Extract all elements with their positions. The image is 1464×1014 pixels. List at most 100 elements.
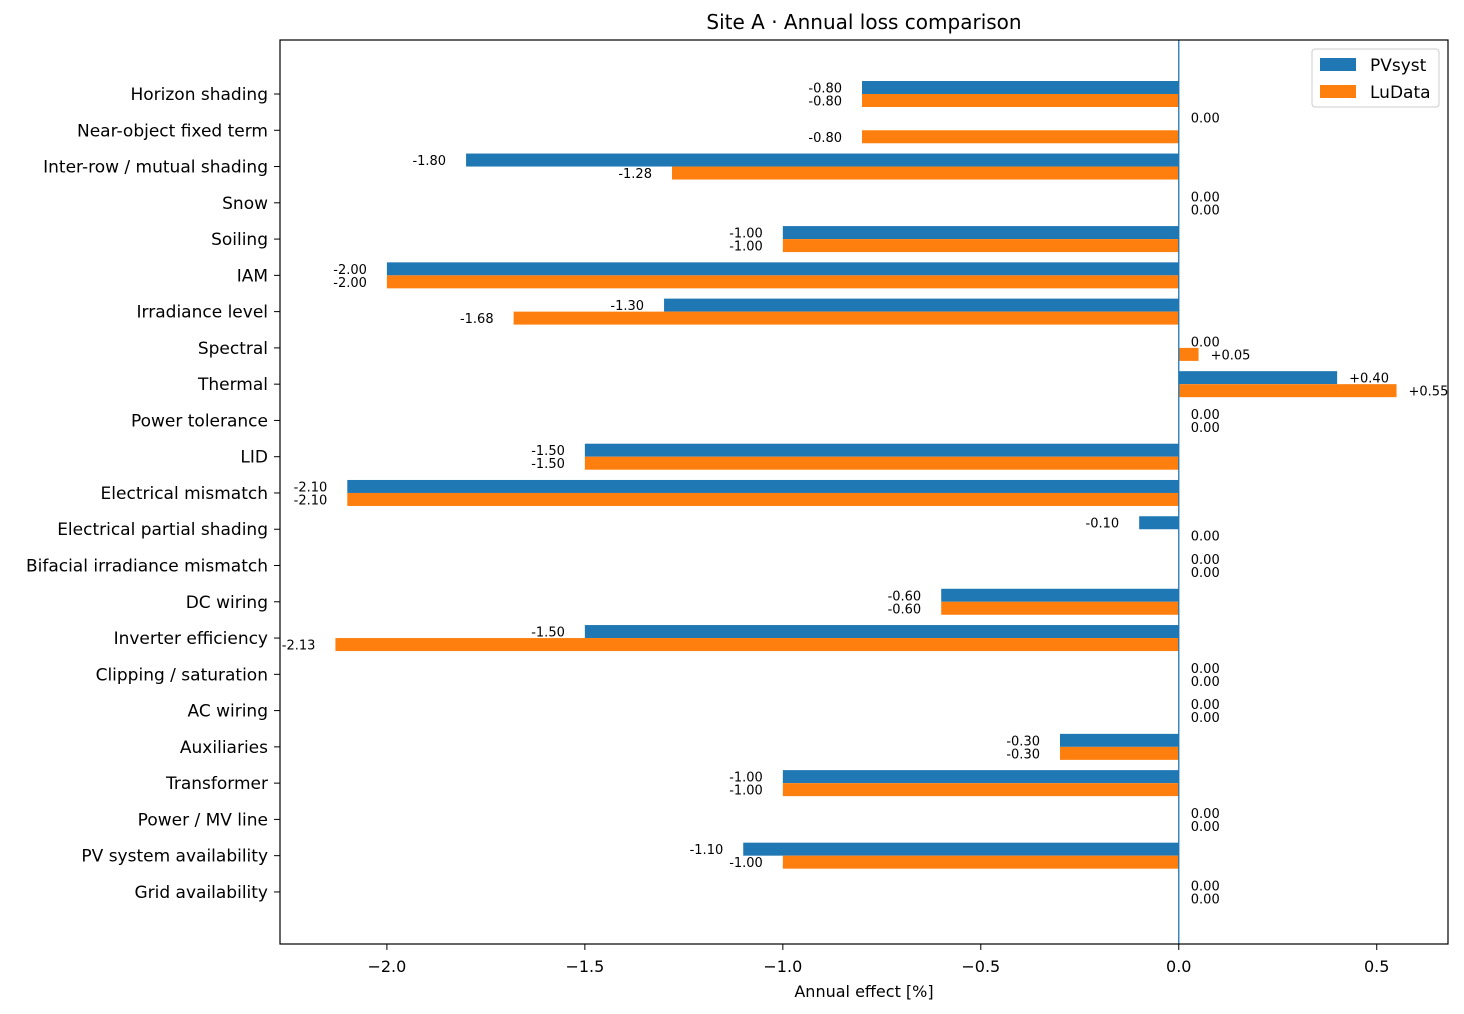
bar-pvsyst [782,226,1179,240]
category-label: Clipping / saturation [96,665,268,685]
value-label-pvsyst: 0.00 [1191,698,1220,713]
category-labels: Horizon shading Near-object fixed term Int… [26,85,280,903]
bar-ludata [941,601,1179,615]
value-label-ludata: +0.55 [1409,385,1449,400]
value-label-ludata: -1.00 [729,240,763,255]
value-label-pvsyst: -2.10 [294,480,328,495]
bar-ludata [347,492,1179,506]
value-label-ludata: 0.00 [1191,203,1220,218]
category-label: DC wiring [186,593,268,613]
value-label-ludata: -2.10 [294,493,328,508]
value-label-pvsyst: -0.30 [1006,734,1040,749]
value-label-ludata: -1.00 [729,856,763,871]
category-label: Grid availability [134,883,268,903]
chart-title: Site A · Annual loss comparison [706,10,1021,34]
value-label-pvsyst: 0.00 [1191,662,1220,677]
category-label: Soiling [211,230,268,250]
category-label: IAM [237,266,268,286]
value-label-pvsyst: -1.30 [610,299,644,314]
x-tick-label: −2.0 [367,957,406,976]
value-label-extra: 0.00 [1191,111,1220,126]
value-label-pvsyst: -1.80 [412,154,446,169]
plot-frame [279,39,1449,945]
value-label-ludata: 0.00 [1191,711,1220,726]
bar-pvsyst [347,479,1179,493]
bar-ludata [782,855,1179,869]
category-label: Thermal [197,375,268,395]
category-label: Auxiliaries [180,738,268,758]
value-label-pvsyst: 0.00 [1191,190,1220,205]
category-label: Bifacial irradiance mismatch [26,557,268,577]
bar-ludata [386,275,1179,289]
category-label: Electrical mismatch [101,484,268,504]
value-label-pvsyst: -1.50 [531,444,565,459]
value-label-ludata: -0.80 [808,95,842,110]
bar-pvsyst [1139,516,1179,530]
bar-ludata [1178,384,1397,398]
value-label-ludata: -0.60 [888,602,922,617]
category-label: Inter-row / mutual shading [43,158,268,178]
bar-ludata [862,130,1179,144]
bar-pvsyst [386,262,1179,276]
value-label-ludata: -1.50 [531,457,565,472]
value-label-pvsyst: 0.00 [1191,335,1220,350]
bar-pvsyst [1178,371,1338,385]
value-labels-layer: -0.80-0.80-0.80-1.80-1.280.000.00-1.00-1… [282,82,1449,908]
category-label: Power / MV line [138,810,268,830]
legend-label-ludata: LuData [1370,83,1431,103]
bar-ludata [782,783,1179,797]
legend-swatch-pvsyst [1320,58,1356,71]
value-label-ludata: 0.00 [1191,675,1220,690]
value-label-pvsyst: -1.50 [531,626,565,641]
bar-pvsyst [941,588,1179,602]
category-label: Horizon shading [130,85,268,105]
category-label: Inverter efficiency [114,629,268,649]
value-label-ludata: +0.05 [1211,348,1251,363]
bar-pvsyst [743,842,1179,856]
bar-ludata [1059,746,1179,760]
x-tick-label: −1.0 [763,957,802,976]
bar-pvsyst [584,443,1179,457]
category-label: Near-object fixed term [77,121,268,141]
value-label-pvsyst: 0.00 [1191,408,1220,423]
value-label-ludata: 0.00 [1191,421,1220,436]
value-label-pvsyst: -0.80 [808,82,842,97]
bar-ludata [782,239,1179,253]
bar-pvsyst [862,81,1179,94]
legend: PVsyst LuData [1311,48,1440,108]
bar-ludata [862,94,1179,107]
x-tick-label: 0.0 [1166,957,1191,976]
value-label-ludata: -2.00 [333,276,367,291]
category-label: Spectral [198,339,268,359]
legend-label-pvsyst: PVsyst [1370,56,1427,76]
value-label-pvsyst: 0.00 [1191,807,1220,822]
category-label: Transformer [165,774,268,794]
category-label: Electrical partial shading [57,520,268,540]
value-label-pvsyst: -1.00 [729,227,763,242]
value-label-ludata: 0.00 [1191,892,1220,907]
bar-ludata [584,456,1179,470]
value-label-ludata: 0.00 [1191,530,1220,545]
value-label-ludata: -2.13 [282,639,316,654]
bar-pvsyst [584,625,1179,639]
value-label-ludata: -0.80 [808,131,842,146]
bar-ludata [671,166,1179,180]
value-label-ludata: -1.00 [729,784,763,799]
bars-layer [335,81,1397,869]
value-label-pvsyst: +0.40 [1349,372,1389,387]
x-tick-label: 0.5 [1364,957,1389,976]
category-label: LID [240,448,268,468]
category-label: Irradiance level [137,303,268,323]
bar-pvsyst [1059,733,1179,747]
x-axis-label: Annual effect [%] [794,982,933,1001]
bar-ludata [513,311,1179,325]
x-axis-ticks: −2.0 −1.5 −1.0 −0.5 0.0 0.5 [367,944,1389,976]
value-label-ludata: -0.30 [1006,747,1040,762]
x-tick-label: −1.5 [565,957,604,976]
value-label-pvsyst: -1.00 [729,771,763,786]
value-label-pvsyst: -2.00 [333,263,367,278]
bar-ludata [1178,347,1199,361]
bar-pvsyst [782,770,1179,784]
value-label-pvsyst: 0.00 [1191,553,1220,568]
